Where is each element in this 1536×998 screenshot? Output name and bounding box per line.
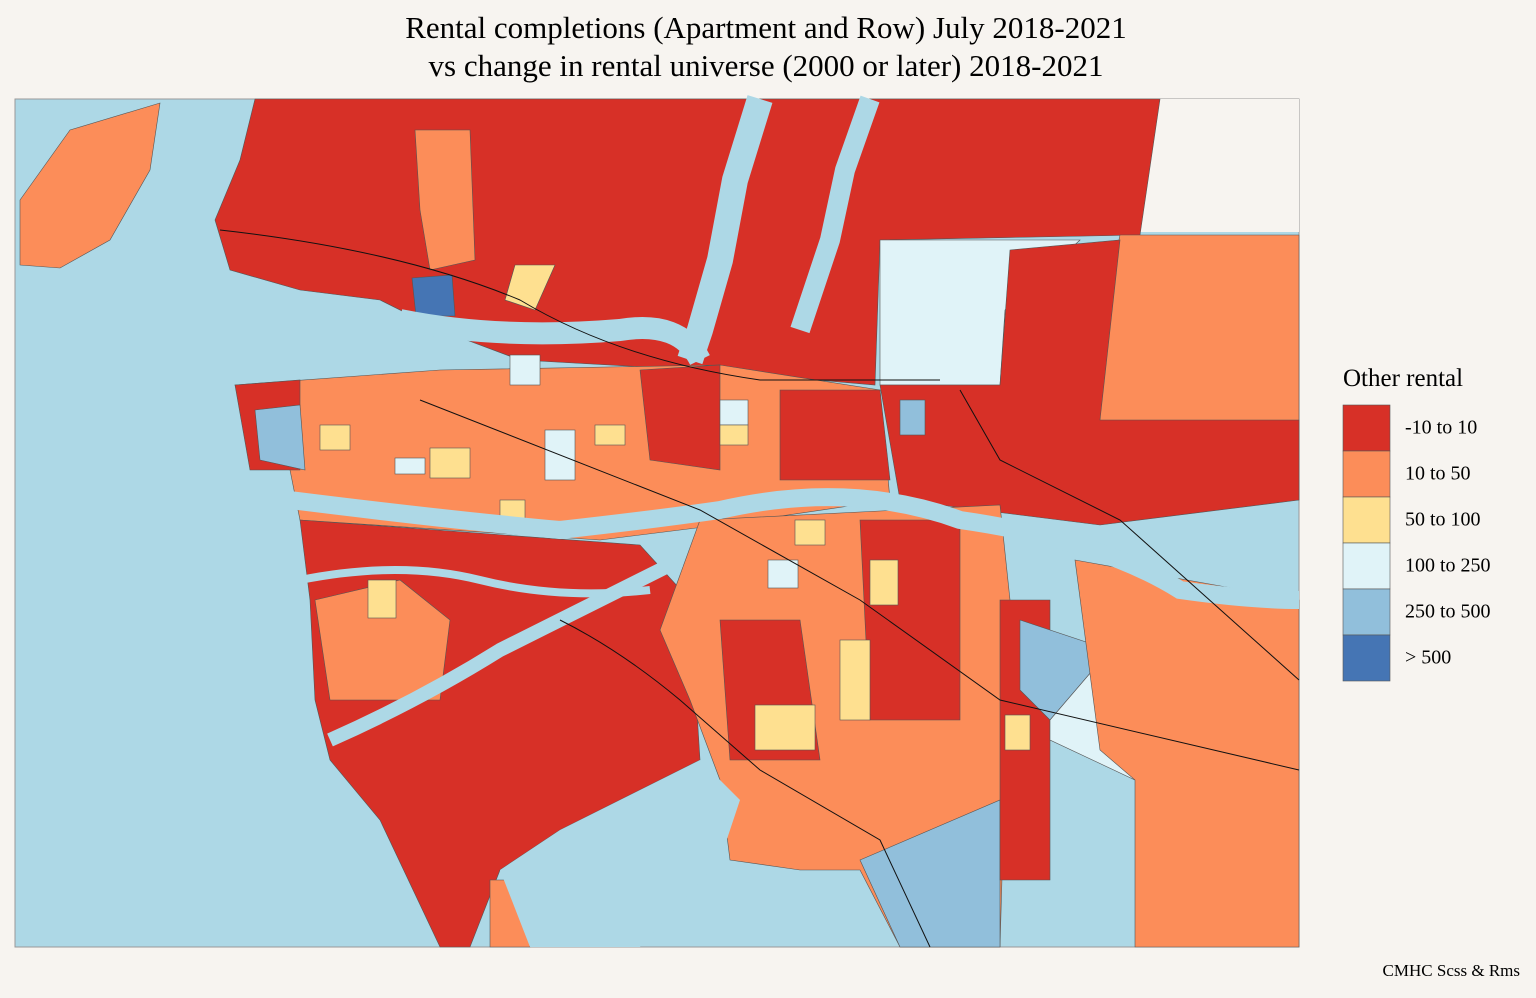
- legend-swatch: [1342, 404, 1391, 452]
- legend-swatch: [1342, 542, 1391, 590]
- legend-swatch: [1342, 634, 1391, 682]
- legend-label: -10 to 10: [1405, 417, 1477, 439]
- river: [299, 566, 651, 598]
- legend-title: Other rental: [1343, 365, 1463, 392]
- region: [414, 129, 476, 271]
- inlet: [790, 95, 880, 334]
- road: [959, 389, 1300, 681]
- region: [794, 519, 826, 546]
- region: [839, 639, 871, 721]
- region: [719, 399, 749, 426]
- river: [327, 553, 684, 747]
- region: [394, 457, 426, 475]
- region: [859, 519, 961, 721]
- road: [419, 399, 1300, 771]
- legend: Other rental -10 to 10 10 to 50 50 to 100 1…: [1342, 365, 1491, 682]
- inlet: [397, 309, 710, 366]
- region: [754, 704, 816, 751]
- region: [719, 424, 749, 446]
- bay: [500, 760, 740, 947]
- legend-swatch: [1342, 588, 1391, 636]
- caption: CMHC Scss & Rms: [1383, 961, 1520, 980]
- region: [367, 579, 397, 619]
- legend-label: 10 to 50: [1405, 463, 1471, 485]
- region: [879, 239, 1300, 526]
- region: [509, 354, 541, 386]
- road: [559, 619, 931, 948]
- legend-label: > 500: [1405, 647, 1451, 669]
- no-data-area: [1140, 99, 1299, 232]
- legend-label: 250 to 500: [1405, 601, 1491, 623]
- river: [288, 488, 1300, 609]
- road: [219, 229, 940, 381]
- region: [859, 799, 1001, 948]
- legend-label: 100 to 250: [1405, 555, 1491, 577]
- region: [899, 399, 926, 436]
- title-line: Rental completions (Apartment and Row) J…: [405, 10, 1127, 45]
- region: [319, 424, 351, 451]
- region: [639, 364, 721, 471]
- region: [254, 404, 306, 471]
- region: [594, 424, 626, 446]
- region: [19, 102, 161, 269]
- title-line: vs change in rental universe (2000 or la…: [429, 48, 1104, 83]
- legend-label: 50 to 100: [1405, 509, 1481, 531]
- legend-swatch: [1342, 496, 1391, 544]
- region: [429, 447, 471, 479]
- map: [14, 95, 1300, 948]
- region: [869, 559, 899, 606]
- legend-swatch: [1342, 450, 1391, 498]
- region: [779, 389, 891, 481]
- region: [411, 274, 456, 317]
- region: [1004, 714, 1031, 751]
- region: [767, 559, 799, 589]
